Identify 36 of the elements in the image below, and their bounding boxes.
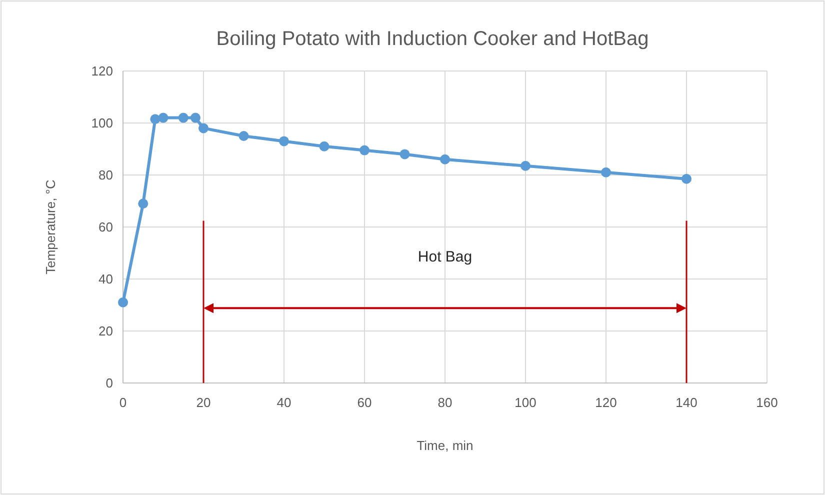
x-tick-label: 160 — [756, 395, 778, 410]
x-tick-label: 20 — [196, 395, 211, 410]
x-tick-label: 40 — [276, 395, 292, 410]
point — [279, 136, 289, 146]
y-axis-title: Temperature, °C — [43, 180, 58, 274]
y-tick-label: 40 — [98, 272, 113, 287]
point — [400, 149, 410, 160]
point — [118, 297, 128, 308]
y-tick-label: 100 — [91, 116, 113, 131]
x-axis-title: Time, min — [416, 438, 474, 453]
point — [360, 145, 370, 156]
point — [150, 114, 160, 124]
point — [190, 112, 200, 123]
x-tick-label: 100 — [514, 395, 536, 410]
point — [238, 131, 249, 141]
x-tick-label: 80 — [438, 395, 452, 410]
y-tick-label: 120 — [91, 64, 113, 79]
annotation: Hot Bag — [418, 248, 472, 266]
y-tick-label: 80 — [98, 168, 113, 183]
y-tick-label: 20 — [98, 324, 113, 339]
x-tick-label: 140 — [676, 395, 698, 410]
y-tick-label: 0 — [106, 376, 113, 391]
point — [319, 141, 330, 152]
point — [682, 174, 692, 184]
point — [178, 112, 188, 123]
x-tick-label: 60 — [357, 395, 372, 410]
y-tick-label: 60 — [98, 220, 113, 235]
point — [138, 198, 148, 209]
x-tick-label: 120 — [595, 395, 617, 410]
chart-title: Boiling Potato with Induction Cooker and HotBag — [216, 28, 649, 50]
point — [158, 112, 168, 123]
point — [440, 154, 450, 164]
point — [601, 167, 611, 178]
point — [198, 123, 208, 134]
point — [520, 160, 530, 171]
x-tick-label: 0 — [119, 395, 127, 410]
